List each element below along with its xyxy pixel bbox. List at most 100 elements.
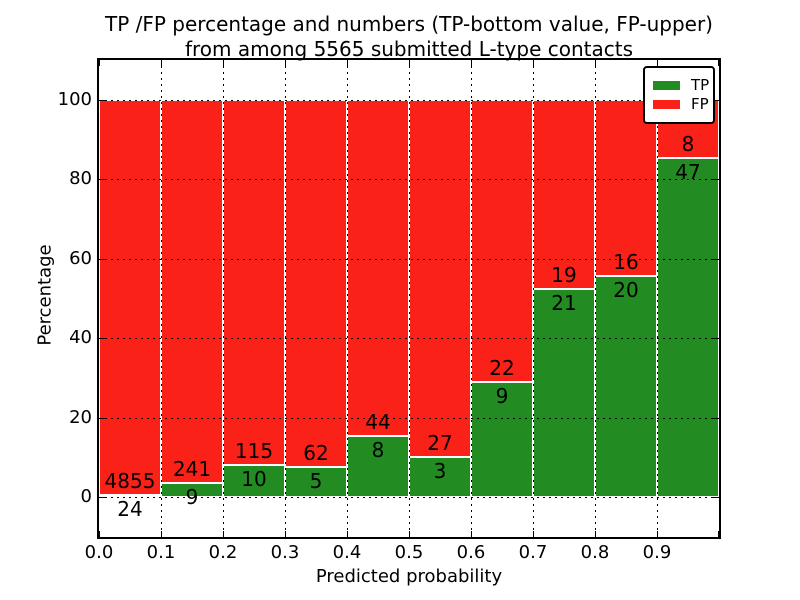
bar-segment-tp [99, 495, 161, 498]
x-tick-label: 0.3 [270, 542, 300, 563]
x-tick [595, 531, 596, 537]
y-tick [713, 179, 719, 181]
y-gridline [99, 100, 719, 101]
x-tick [718, 531, 719, 537]
fp-count-label: 8 [681, 131, 695, 156]
bar-segment-fp [99, 100, 161, 496]
fp-legend-swatch [653, 99, 680, 109]
x-tick-label: 0.5 [394, 542, 424, 563]
x-tick-label: 0.0 [84, 542, 114, 563]
x-gridline [223, 60, 224, 537]
fp-count-label: 22 [489, 355, 515, 380]
fp-count-label: 4855 [104, 469, 156, 494]
y-tick [713, 258, 719, 260]
x-tick-label: 0.9 [642, 542, 672, 563]
y-tick-label: 80 [69, 168, 92, 190]
bar-segment-fp [471, 100, 533, 382]
bar-segment-fp [161, 100, 223, 483]
y-gridline [99, 497, 719, 498]
x-gridline [595, 60, 596, 537]
bar-segment-fp [347, 100, 409, 436]
bar-segment-fp [223, 100, 285, 466]
bar-segment-tp [347, 435, 409, 497]
x-tick [533, 531, 534, 537]
plot-area: TP FP 4855 24 241 9 115 10 62 5 44 8 27 3 22 9 19 21 16 2… [97, 58, 721, 539]
y-tick-label: 0 [80, 486, 92, 507]
fp-count-label: 62 [303, 441, 329, 466]
tp-count-label: 47 [675, 159, 701, 184]
y-tick-label: 40 [69, 327, 92, 349]
tp-count-label: 21 [551, 290, 577, 315]
tp-legend-swatch [653, 80, 680, 90]
legend-item-tp: TP [653, 77, 709, 93]
x-axis-label: Predicted probability [315, 566, 503, 587]
bar-segment-fp [595, 100, 657, 277]
x-tick [99, 531, 100, 537]
fp-count-label: 16 [613, 250, 639, 275]
chart-title: TP /FP percentage and numbers (TP-bottom… [99, 12, 719, 62]
x-gridline [657, 60, 658, 537]
x-tick [285, 60, 286, 66]
tp-count-label: 9 [185, 484, 199, 509]
tp-count-label: 24 [117, 497, 143, 522]
legend: TP FP [643, 66, 715, 124]
x-tick [347, 60, 348, 66]
tp-count-label: 3 [433, 459, 447, 484]
bar-segment-tp [471, 381, 533, 497]
y-tick [713, 100, 719, 101]
x-gridline [471, 60, 472, 537]
chart-title-line2: from among 5565 submitted L-type contact… [184, 37, 634, 61]
x-gridline [409, 60, 410, 537]
x-gridline [161, 60, 162, 537]
y-tick-label: 20 [69, 406, 92, 428]
x-tick-label: 0.6 [456, 542, 486, 563]
x-tick [533, 60, 534, 66]
fp-count-label: 44 [365, 409, 391, 434]
x-tick [223, 60, 224, 66]
bar-segment-tp [595, 276, 657, 497]
x-tick [285, 531, 286, 537]
x-tick [223, 531, 224, 537]
x-tick [161, 60, 162, 66]
bar-segment-fp [533, 100, 595, 289]
x-tick [347, 531, 348, 537]
chart-title-line1: TP /FP percentage and numbers (TP-bottom… [105, 12, 713, 36]
tp-count-label: 9 [495, 383, 509, 408]
y-tick [99, 179, 105, 181]
y-gridline [99, 338, 719, 340]
y-tick-label: 60 [69, 247, 92, 269]
x-tick [161, 531, 162, 537]
y-tick [99, 258, 105, 260]
y-tick [713, 417, 719, 419]
fp-count-label: 19 [551, 262, 577, 287]
x-tick [409, 60, 410, 66]
x-tick [99, 60, 100, 66]
bar-segment-fp [285, 100, 347, 468]
x-tick [409, 531, 410, 537]
x-tick [595, 60, 596, 66]
y-tick [713, 497, 719, 498]
fp-count-label: 241 [172, 456, 212, 481]
x-tick [718, 60, 719, 66]
y-tick [99, 497, 105, 498]
x-tick [657, 531, 658, 537]
y-tick [99, 417, 105, 419]
x-tick-label: 0.1 [146, 542, 176, 563]
x-gridline [285, 60, 286, 537]
legend-label-fp: FP [691, 95, 709, 113]
x-tick-label: 0.8 [580, 542, 610, 563]
x-tick [657, 60, 658, 66]
tp-count-label: 5 [309, 469, 323, 494]
y-tick [713, 338, 719, 340]
bar-segment-fp [409, 100, 471, 458]
y-gridline [99, 417, 719, 419]
y-tick-label: 100 [57, 89, 92, 110]
fp-count-label: 115 [234, 439, 274, 464]
y-gridline [99, 179, 719, 181]
bar-segment-tp [657, 157, 719, 497]
bar-segment-tp [533, 288, 595, 497]
x-tick-label: 0.2 [208, 542, 238, 563]
x-gridline [347, 60, 348, 537]
x-tick-label: 0.4 [332, 542, 362, 563]
